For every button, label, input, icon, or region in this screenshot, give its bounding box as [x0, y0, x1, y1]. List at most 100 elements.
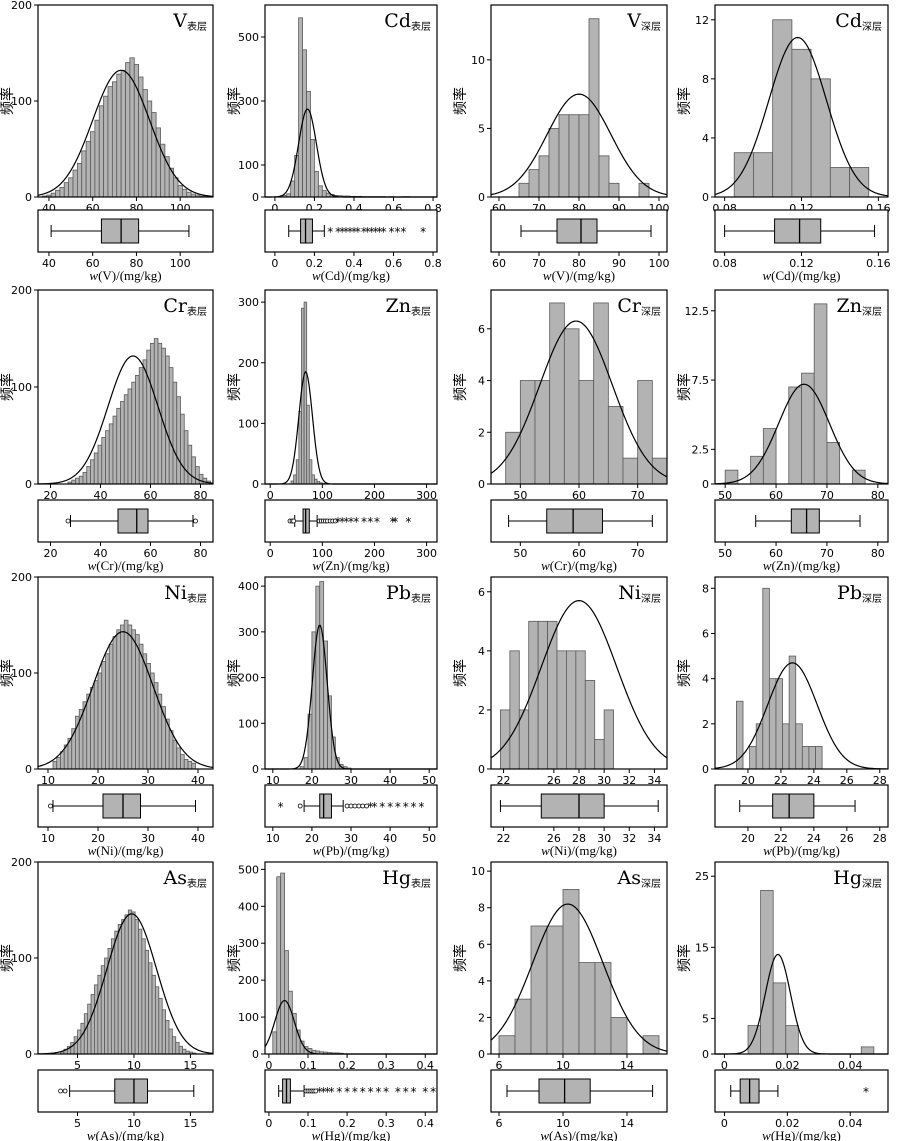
x-axis-label: w(Pb)/(mg/kg): [313, 843, 390, 858]
histogram-bar: [73, 1036, 78, 1055]
x-label-unit: (V)/(mg/kg): [98, 268, 162, 283]
box-x-tick-label: 200: [364, 547, 385, 560]
panel-title: V深层: [626, 10, 661, 33]
histogram-bar: [82, 471, 88, 485]
histogram-bar: [176, 747, 181, 770]
extreme-point: *: [344, 1085, 350, 1099]
histogram-bar: [172, 381, 178, 485]
histogram-bar: [75, 477, 80, 485]
histogram-bar: [86, 693, 91, 770]
histogram-bar: [791, 48, 812, 198]
histogram-bar: [775, 678, 783, 770]
extreme-point: *: [351, 225, 357, 239]
normal-curve: [37, 355, 214, 485]
extreme-point: *: [327, 225, 333, 239]
histogram-bar: [302, 49, 307, 198]
x-axis-label: w(As)/(mg/kg): [540, 1128, 617, 1141]
histogram-bar: [110, 938, 116, 1055]
histogram-bar: [815, 746, 823, 770]
y-axis-label: 频率: [226, 659, 243, 687]
histogram-bar: [131, 629, 136, 770]
x-tick-label: 100: [312, 489, 333, 502]
x-tick-label: 30: [597, 774, 611, 787]
extreme-point: *: [343, 225, 349, 239]
x-tick-label: 30: [141, 774, 155, 787]
y-tick-label: 6: [478, 586, 485, 599]
box-x-tick-label: 0: [265, 1117, 272, 1130]
extreme-point: *: [360, 1085, 366, 1099]
title-subscript: 表层: [187, 877, 207, 890]
histogram-bar: [168, 367, 174, 485]
title-element: Hg: [382, 867, 411, 889]
histogram-bar: [608, 182, 620, 198]
box-x-tick-label: 15: [183, 1117, 197, 1130]
box-x-tick-label: 60: [769, 547, 783, 560]
y-tick-label: 100: [238, 159, 259, 172]
box-x-tick-label: 10: [127, 1117, 141, 1130]
extreme-point: *: [379, 800, 385, 814]
box-x-tick-label: 70: [820, 547, 834, 560]
x-label-unit: (Pb)/(mg/kg): [772, 843, 840, 858]
x-tick-label: 50: [513, 489, 527, 502]
histogram-bar: [80, 1022, 85, 1055]
y-tick-label: 200: [238, 974, 259, 987]
extreme-point: *: [347, 225, 353, 239]
histogram-bar: [90, 687, 95, 770]
box-x-tick-label: 22: [774, 832, 788, 845]
x-axis-label: w(Cr)/(mg/kg): [541, 558, 617, 573]
histogram-frame: [714, 861, 889, 1055]
extreme-point: *: [411, 1085, 417, 1099]
box-x-tick-label: 60: [492, 257, 506, 270]
x-axis-label: w(Ni)/(mg/kg): [541, 843, 617, 858]
x-label-unit: (Cd)/(mg/kg): [321, 268, 390, 283]
x-label-var: w: [541, 558, 550, 573]
x-tick-label: 30: [344, 774, 358, 787]
x-tick-label: 0.04: [838, 1059, 863, 1072]
extreme-point: *: [355, 225, 361, 239]
normal-curve: [490, 903, 668, 1052]
histogram-bar: [537, 620, 548, 770]
y-tick-label: 0: [252, 191, 259, 204]
y-tick-label: 200: [11, 856, 32, 869]
histogram-bar: [108, 643, 114, 770]
extreme-point: *: [387, 800, 393, 814]
histogram-bar: [772, 19, 793, 198]
x-tick-label: 20: [741, 774, 755, 787]
x-tick-label: 0.4: [417, 1059, 435, 1072]
histogram-bar: [547, 620, 558, 770]
x-tick-label: 200: [364, 489, 385, 502]
x-tick-label: 28: [572, 774, 586, 787]
histogram-bar: [298, 17, 303, 198]
box-x-tick-label: 20: [741, 832, 755, 845]
panel-title: Cd深层: [835, 10, 882, 33]
box-x-tick-label: 50: [422, 832, 436, 845]
outlier-point: [65, 518, 71, 524]
x-tick-label: 5: [74, 1059, 81, 1072]
histogram-bar: [280, 872, 285, 1055]
box-x-tick-label: 20: [44, 547, 58, 560]
panel-title: As深层: [617, 867, 661, 890]
histogram-bar: [176, 396, 181, 485]
x-label-var: w: [763, 843, 772, 858]
box-x-tick-label: 24: [807, 832, 821, 845]
histogram-bar: [135, 374, 140, 485]
y-tick-label: 7.5: [692, 374, 710, 387]
histogram-bar: [81, 150, 87, 198]
box-x-tick-label: 10: [556, 1117, 570, 1130]
histogram-bar: [546, 925, 564, 1055]
histogram-bar: [272, 1031, 278, 1055]
panel-ni-surface: 0 100 200 10 20 30 40 频率 Ni表层 10 20 30 40 w(Ni)/(mg/k…: [0, 571, 214, 858]
y-tick-label: 2.5: [692, 443, 710, 456]
box-x-tick-label: 60: [144, 547, 158, 560]
y-tick-label: 0: [252, 478, 259, 491]
x-tick-label: 34: [647, 774, 661, 787]
histogram-bar: [593, 302, 609, 485]
y-tick-label: 100: [11, 952, 32, 965]
x-label-var: w: [87, 1128, 96, 1141]
x-tick-label: 70: [631, 489, 645, 502]
title-element: Cd: [384, 10, 411, 32]
x-tick-label: 20: [91, 774, 105, 787]
histogram-bar: [584, 679, 596, 770]
box-x-tick-label: 50: [513, 547, 527, 560]
